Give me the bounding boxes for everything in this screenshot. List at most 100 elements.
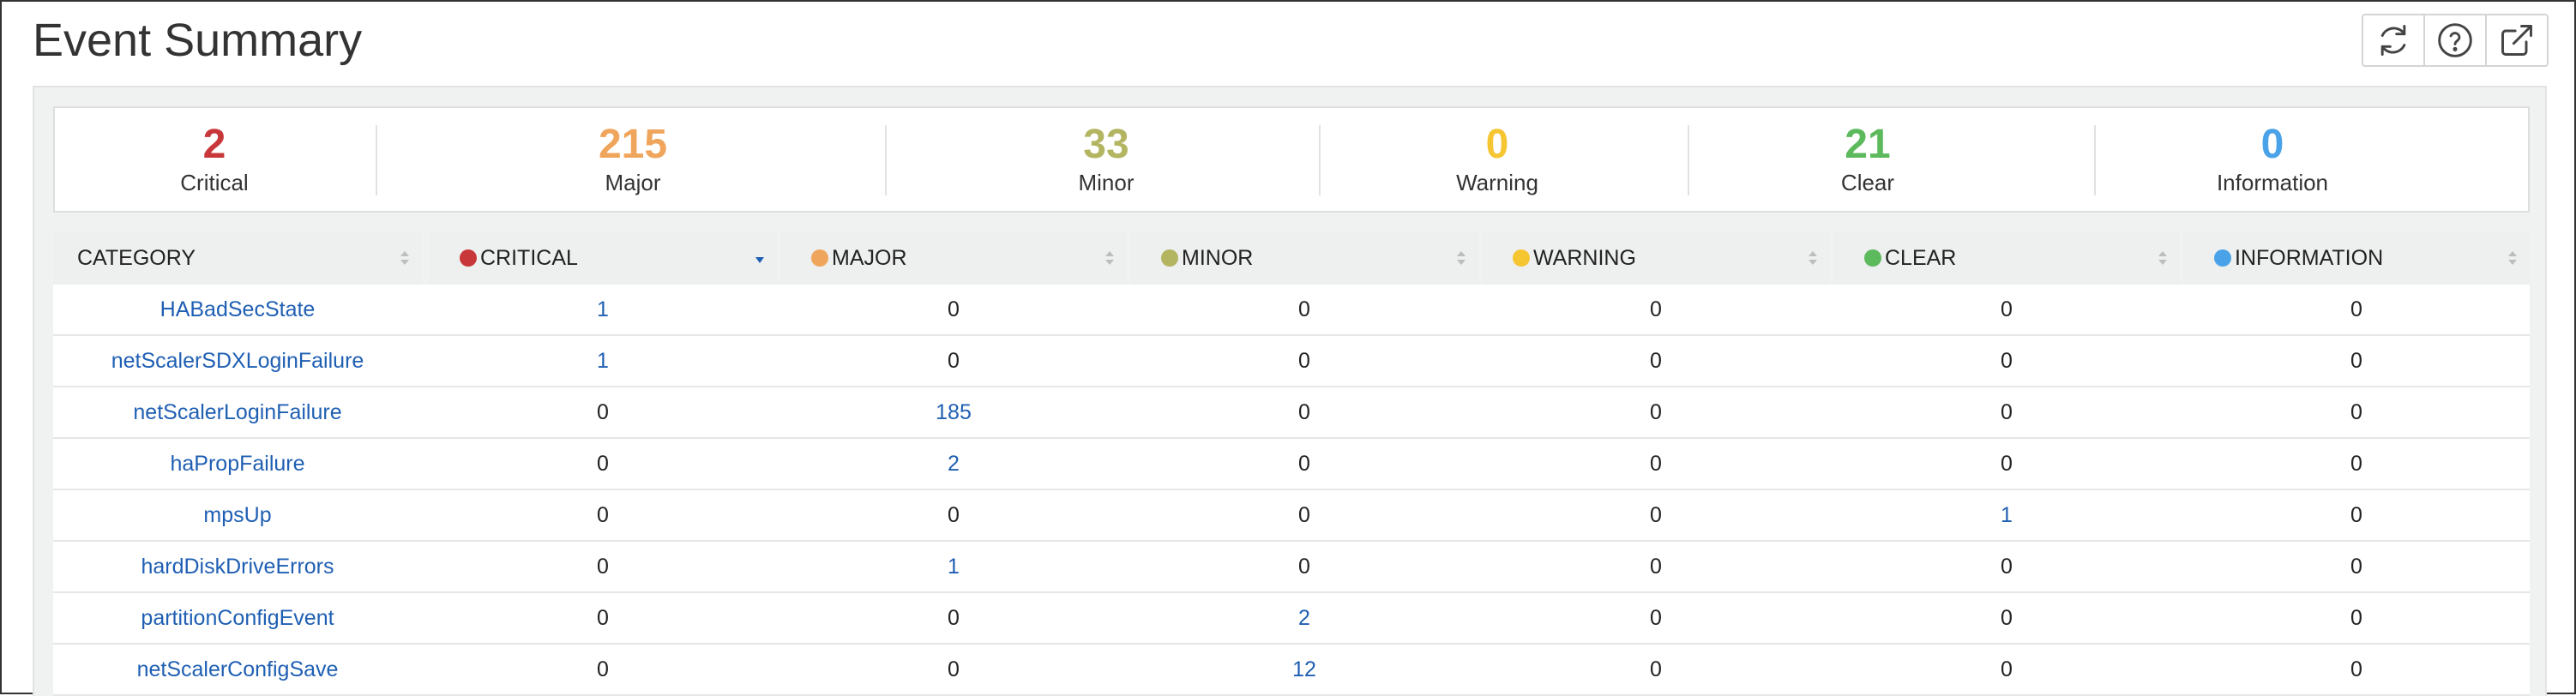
minor-count-cell: 0	[1298, 348, 1310, 373]
minor-count-cell: 0	[1298, 502, 1310, 527]
information-severity-dot-icon	[2214, 249, 2231, 267]
summary-warning[interactable]: 0 Warning	[1369, 108, 1626, 211]
column-header-label: CLEAR	[1885, 245, 1957, 270]
summary-information[interactable]: 0 Information	[2144, 108, 2401, 211]
category-link[interactable]: hardDiskDriveErrors	[141, 554, 334, 579]
summary-clear-count: 21	[1845, 121, 1891, 167]
category-link[interactable]: haPropFailure	[170, 451, 305, 476]
major-count-cell[interactable]: 2	[948, 451, 960, 476]
table-row: haPropFailure 0 2 0 0 0 0	[53, 439, 2530, 490]
category-link[interactable]: netScalerLoginFailure	[133, 399, 342, 424]
sort-icon[interactable]	[1456, 249, 1466, 267]
critical-count-cell: 0	[597, 657, 609, 681]
column-header-label: INFORMATION	[2235, 245, 2384, 270]
event-category-table: CATEGORY CRITICAL MAJOR MINOR WARNING CLEAR IN…	[53, 231, 2530, 696]
major-severity-dot-icon	[811, 249, 828, 267]
major-count-cell: 0	[948, 657, 960, 681]
information-count-cell: 0	[2350, 348, 2362, 373]
warning-count-cell: 0	[1650, 657, 1662, 681]
summary-major-label: Major	[605, 169, 661, 195]
minor-count-cell: 0	[1298, 297, 1310, 321]
critical-count-cell: 0	[597, 605, 609, 630]
column-header-clear[interactable]: CLEAR	[1833, 231, 2180, 285]
major-count-cell: 0	[948, 605, 960, 630]
warning-count-cell: 0	[1650, 297, 1662, 321]
warning-count-cell: 0	[1650, 348, 1662, 373]
column-header-label: CRITICAL	[480, 245, 578, 270]
table-row: netScalerConfigSave 0 0 12 0 0 0	[53, 645, 2530, 696]
column-header-warning[interactable]: WARNING	[1482, 231, 1830, 285]
column-header-label: MINOR	[1182, 245, 1254, 270]
refresh-button[interactable]	[2363, 15, 2425, 65]
summary-warning-label: Warning	[1456, 169, 1538, 195]
table-header: CATEGORY CRITICAL MAJOR MINOR WARNING CLEAR IN…	[53, 231, 2530, 285]
clear-count-cell[interactable]: 1	[2001, 502, 2013, 527]
sort-icon[interactable]	[2507, 249, 2518, 267]
major-count-cell: 0	[948, 348, 960, 373]
help-icon	[2438, 23, 2472, 57]
clear-count-cell: 0	[2001, 451, 2013, 476]
category-link[interactable]: netScalerConfigSave	[136, 657, 339, 681]
table-row: netScalerSDXLoginFailure 1 0 0 0 0 0	[53, 336, 2530, 387]
information-count-cell: 0	[2350, 605, 2362, 630]
warning-count-cell: 0	[1650, 554, 1662, 579]
summary-major-count: 215	[598, 121, 668, 167]
category-link[interactable]: mpsUp	[203, 502, 272, 527]
sort-icon[interactable]	[1808, 249, 1818, 267]
sort-icon[interactable]	[2158, 249, 2168, 267]
column-header-major[interactable]: MAJOR	[780, 231, 1127, 285]
refresh-icon	[2380, 25, 2406, 56]
critical-count-cell[interactable]: 1	[597, 348, 609, 373]
information-count-cell: 0	[2350, 502, 2362, 527]
category-link[interactable]: netScalerSDXLoginFailure	[111, 348, 364, 373]
major-count-cell[interactable]: 1	[948, 554, 960, 579]
open-external-button[interactable]	[2487, 15, 2547, 65]
information-count-cell: 0	[2350, 554, 2362, 579]
table-row: HABadSecState 1 0 0 0 0 0	[53, 285, 2530, 336]
column-header-minor[interactable]: MINOR	[1130, 231, 1478, 285]
summary-information-count: 0	[2260, 121, 2284, 167]
summary-minor-count: 33	[1083, 121, 1129, 167]
warning-severity-dot-icon	[1513, 249, 1530, 267]
critical-count-cell: 0	[597, 451, 609, 476]
table-row: mpsUp 0 0 0 0 1 0	[53, 490, 2530, 542]
clear-count-cell: 0	[2001, 399, 2013, 424]
major-count-cell: 0	[948, 297, 960, 321]
summary-clear[interactable]: 21 Clear	[1739, 108, 1996, 211]
minor-severity-dot-icon	[1161, 249, 1178, 267]
table-row: netScalerLoginFailure 0 185 0 0 0 0	[53, 387, 2530, 439]
column-header-information[interactable]: INFORMATION	[2183, 231, 2530, 285]
severity-summary-bar: 2 Critical 215 Major 33 Minor 0 Warning 21 Clear 0…	[53, 106, 2530, 213]
summary-minor-label: Minor	[1078, 169, 1135, 195]
critical-count-cell: 0	[597, 399, 609, 424]
minor-count-cell: 0	[1298, 554, 1310, 579]
table-row: partitionConfigEvent 0 0 2 0 0 0	[53, 593, 2530, 645]
help-button[interactable]	[2425, 15, 2487, 65]
column-header-category[interactable]: CATEGORY	[53, 231, 422, 285]
summary-warning-count: 0	[1485, 121, 1509, 167]
clear-severity-dot-icon	[1864, 249, 1881, 267]
minor-count-cell[interactable]: 2	[1298, 605, 1310, 630]
category-link[interactable]: HABadSecState	[159, 297, 316, 321]
clear-count-cell: 0	[2001, 348, 2013, 373]
major-count-cell[interactable]: 185	[936, 399, 972, 424]
information-count-cell: 0	[2350, 399, 2362, 424]
summary-panel: 2 Critical 215 Major 33 Minor 0 Warning 21 Clear 0…	[33, 86, 2547, 696]
clear-count-cell: 0	[2001, 657, 2013, 681]
summary-major[interactable]: 215 Major	[504, 108, 761, 211]
critical-count-cell[interactable]: 1	[597, 297, 609, 321]
minor-count-cell: 0	[1298, 451, 1310, 476]
column-header-critical[interactable]: CRITICAL	[429, 231, 777, 285]
critical-severity-dot-icon	[460, 249, 477, 267]
column-header-label: MAJOR	[832, 245, 907, 270]
sort-icon[interactable]	[400, 249, 410, 267]
minor-count-cell[interactable]: 12	[1292, 657, 1316, 681]
summary-critical[interactable]: 2 Critical	[86, 108, 343, 211]
widget-toolbar	[2362, 14, 2549, 67]
sort-icon[interactable]	[1104, 249, 1115, 267]
sort-descending-icon[interactable]	[755, 249, 765, 267]
summary-minor[interactable]: 33 Minor	[978, 108, 1235, 211]
warning-count-cell: 0	[1650, 451, 1662, 476]
category-link[interactable]: partitionConfigEvent	[141, 605, 334, 630]
column-header-label: WARNING	[1533, 245, 1636, 270]
